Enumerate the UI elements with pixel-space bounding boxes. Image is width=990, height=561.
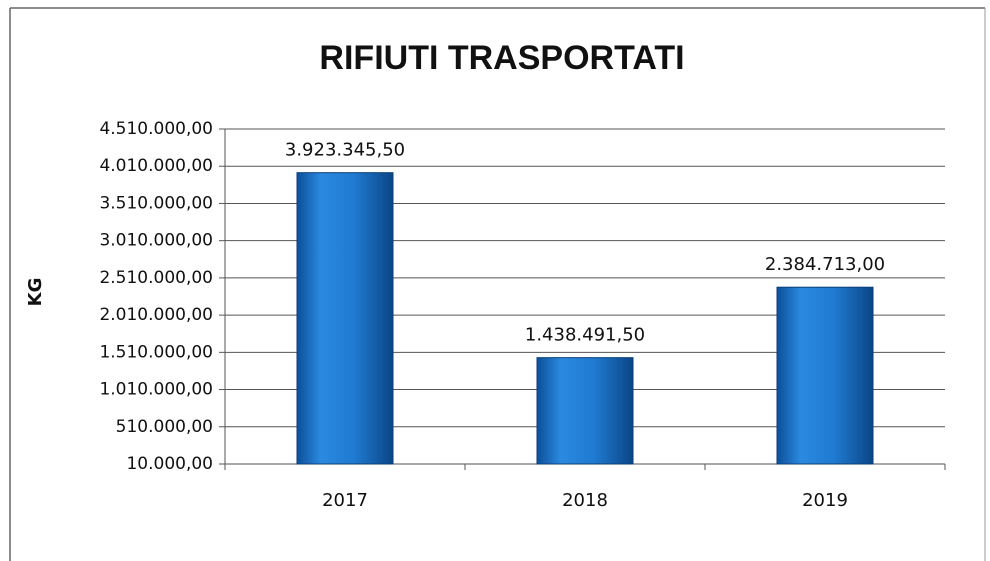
y-axis-label: KG: [25, 278, 46, 307]
bar: [296, 172, 394, 465]
y-tick-label: 510.000,00: [116, 417, 213, 437]
chart-title: RIFIUTI TRASPORTATI: [319, 39, 684, 77]
bar: [536, 357, 634, 465]
y-tick-label: 4.510.000,00: [99, 119, 213, 139]
y-tick-label: 10.000,00: [126, 454, 213, 474]
x-tick-label: 2019: [802, 490, 848, 511]
x-tick-label: 2018: [562, 490, 608, 511]
bar: [776, 286, 874, 465]
y-tick-label: 3.510.000,00: [99, 193, 213, 213]
y-tick-label: 2.010.000,00: [99, 305, 213, 325]
y-tick-label: 2.510.000,00: [99, 268, 213, 288]
y-tick-label: 1.010.000,00: [99, 380, 213, 400]
value-label: 1.438.491,50: [525, 325, 645, 346]
value-label: 2.384.713,00: [765, 254, 885, 275]
y-tick-label: 1.510.000,00: [99, 342, 213, 362]
x-tick-label: 2017: [322, 490, 368, 511]
y-tick-label: 4.010.000,00: [99, 156, 213, 176]
value-label: 3.923.345,50: [285, 140, 405, 161]
y-tick-label: 3.010.000,00: [99, 231, 213, 251]
